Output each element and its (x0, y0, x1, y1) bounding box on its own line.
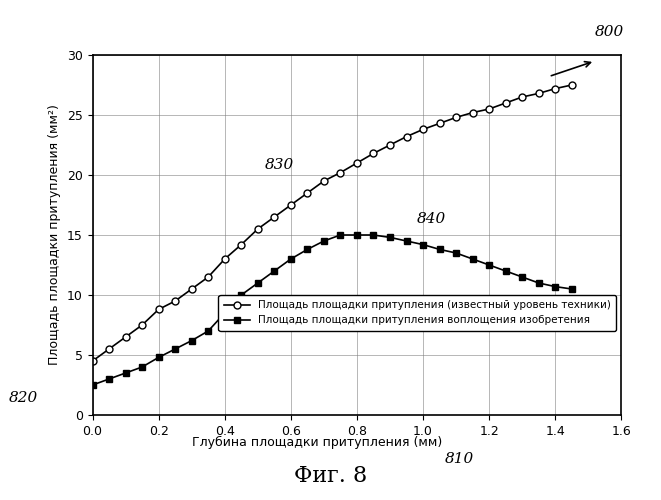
Legend: Площадь площадки притупления (известный уровень техники), Площадь площадки приту: Площадь площадки притупления (известный … (219, 295, 616, 330)
Площадь площадки притупления воплощения изобретения (254, 280, 262, 286)
Line: Площадь площадки притупления (известный уровень техники): Площадь площадки притупления (известный … (89, 82, 575, 364)
Text: Фиг. 8: Фиг. 8 (294, 466, 367, 487)
Площадь площадки притупления воплощения изобретения (419, 242, 427, 248)
Площадь площадки притупления (известный уровень техники) (105, 346, 113, 352)
Площадь площадки притупления воплощения изобретения (518, 274, 526, 280)
Площадь площадки притупления воплощения изобретения (171, 346, 179, 352)
Площадь площадки притупления воплощения изобретения (551, 284, 559, 290)
Площадь площадки притупления (известный уровень техники) (155, 306, 163, 312)
Площадь площадки притупления (известный уровень техники) (369, 150, 377, 156)
Line: Площадь площадки притупления воплощения изобретения: Площадь площадки притупления воплощения … (89, 232, 575, 388)
Площадь площадки притупления (известный уровень техники) (122, 334, 130, 340)
Площадь площадки притупления воплощения изобретения (485, 262, 493, 268)
Площадь площадки притупления (известный уровень техники) (287, 202, 295, 208)
Площадь площадки притупления воплощения изобретения (568, 286, 576, 292)
Площадь площадки притупления воплощения изобретения (452, 250, 460, 256)
Площадь площадки притупления (известный уровень техники) (270, 214, 278, 220)
Площадь площадки притупления (известный уровень техники) (551, 86, 559, 91)
Text: 820: 820 (9, 390, 38, 404)
Площадь площадки притупления (известный уровень техники) (138, 322, 146, 328)
Площадь площадки притупления воплощения изобретения (188, 338, 196, 344)
Площадь площадки притупления воплощения изобретения (436, 246, 444, 252)
Площадь площадки притупления воплощения изобретения (270, 268, 278, 274)
Площадь площадки притупления воплощения изобретения (353, 232, 361, 238)
Площадь площадки притупления (известный уровень техники) (485, 106, 493, 112)
Площадь площадки притупления (известный уровень техники) (419, 126, 427, 132)
Text: 810: 810 (445, 452, 474, 466)
Площадь площадки притупления воплощения изобретения (204, 328, 212, 334)
Площадь площадки притупления воплощения изобретения (237, 292, 245, 298)
Площадь площадки притупления воплощения изобретения (105, 376, 113, 382)
Площадь площадки притупления воплощения изобретения (89, 382, 97, 388)
Площадь площадки притупления воплощения изобретения (502, 268, 510, 274)
Площадь площадки притупления воплощения изобретения (369, 232, 377, 238)
Text: 830: 830 (264, 158, 293, 172)
Площадь площадки притупления воплощения изобретения (138, 364, 146, 370)
Площадь площадки притупления (известный уровень техники) (171, 298, 179, 304)
Площадь площадки притупления воплощения изобретения (320, 238, 328, 244)
Площадь площадки притупления (известный уровень техники) (221, 256, 229, 262)
Площадь площадки притупления (известный уровень техники) (568, 82, 576, 88)
Text: 840: 840 (416, 212, 446, 226)
Площадь площадки притупления воплощения изобретения (469, 256, 477, 262)
Площадь площадки притупления воплощения изобретения (403, 238, 410, 244)
Площадь площадки притупления (известный уровень техники) (436, 120, 444, 126)
Площадь площадки притупления воплощения изобретения (336, 232, 344, 238)
Text: Глубина площадки притупления (мм): Глубина площадки притупления (мм) (192, 436, 442, 449)
Площадь площадки притупления (известный уровень техники) (452, 114, 460, 120)
Площадь площадки притупления воплощения изобретения (221, 310, 229, 316)
Площадь площадки притупления (известный уровень техники) (237, 242, 245, 248)
Площадь площадки притупления (известный уровень техники) (502, 100, 510, 106)
Площадь площадки притупления (известный уровень техники) (89, 358, 97, 364)
Площадь площадки притупления (известный уровень техники) (254, 226, 262, 232)
Площадь площадки притупления (известный уровень техники) (336, 170, 344, 175)
Площадь площадки притупления (известный уровень техники) (188, 286, 196, 292)
Площадь площадки притупления (известный уровень техники) (320, 178, 328, 184)
Y-axis label: Площадь площадки притупления (мм²): Площадь площадки притупления (мм²) (48, 104, 61, 366)
Площадь площадки притупления (известный уровень техники) (403, 134, 410, 140)
Площадь площадки притупления (известный уровень техники) (353, 160, 361, 166)
Площадь площадки притупления воплощения изобретения (155, 354, 163, 360)
Площадь площадки притупления (известный уровень техники) (386, 142, 394, 148)
Площадь площадки притупления (известный уровень техники) (535, 90, 543, 96)
Площадь площадки притупления воплощения изобретения (303, 246, 311, 252)
Площадь площадки притупления воплощения изобретения (122, 370, 130, 376)
Площадь площадки притупления (известный уровень техники) (204, 274, 212, 280)
Площадь площадки притупления воплощения изобретения (535, 280, 543, 286)
Площадь площадки притупления воплощения изобретения (386, 234, 394, 240)
Площадь площадки притупления (известный уровень техники) (303, 190, 311, 196)
Text: 800: 800 (595, 26, 624, 40)
Площадь площадки притупления (известный уровень техники) (518, 94, 526, 100)
Площадь площадки притупления (известный уровень техники) (469, 110, 477, 116)
Площадь площадки притупления воплощения изобретения (287, 256, 295, 262)
